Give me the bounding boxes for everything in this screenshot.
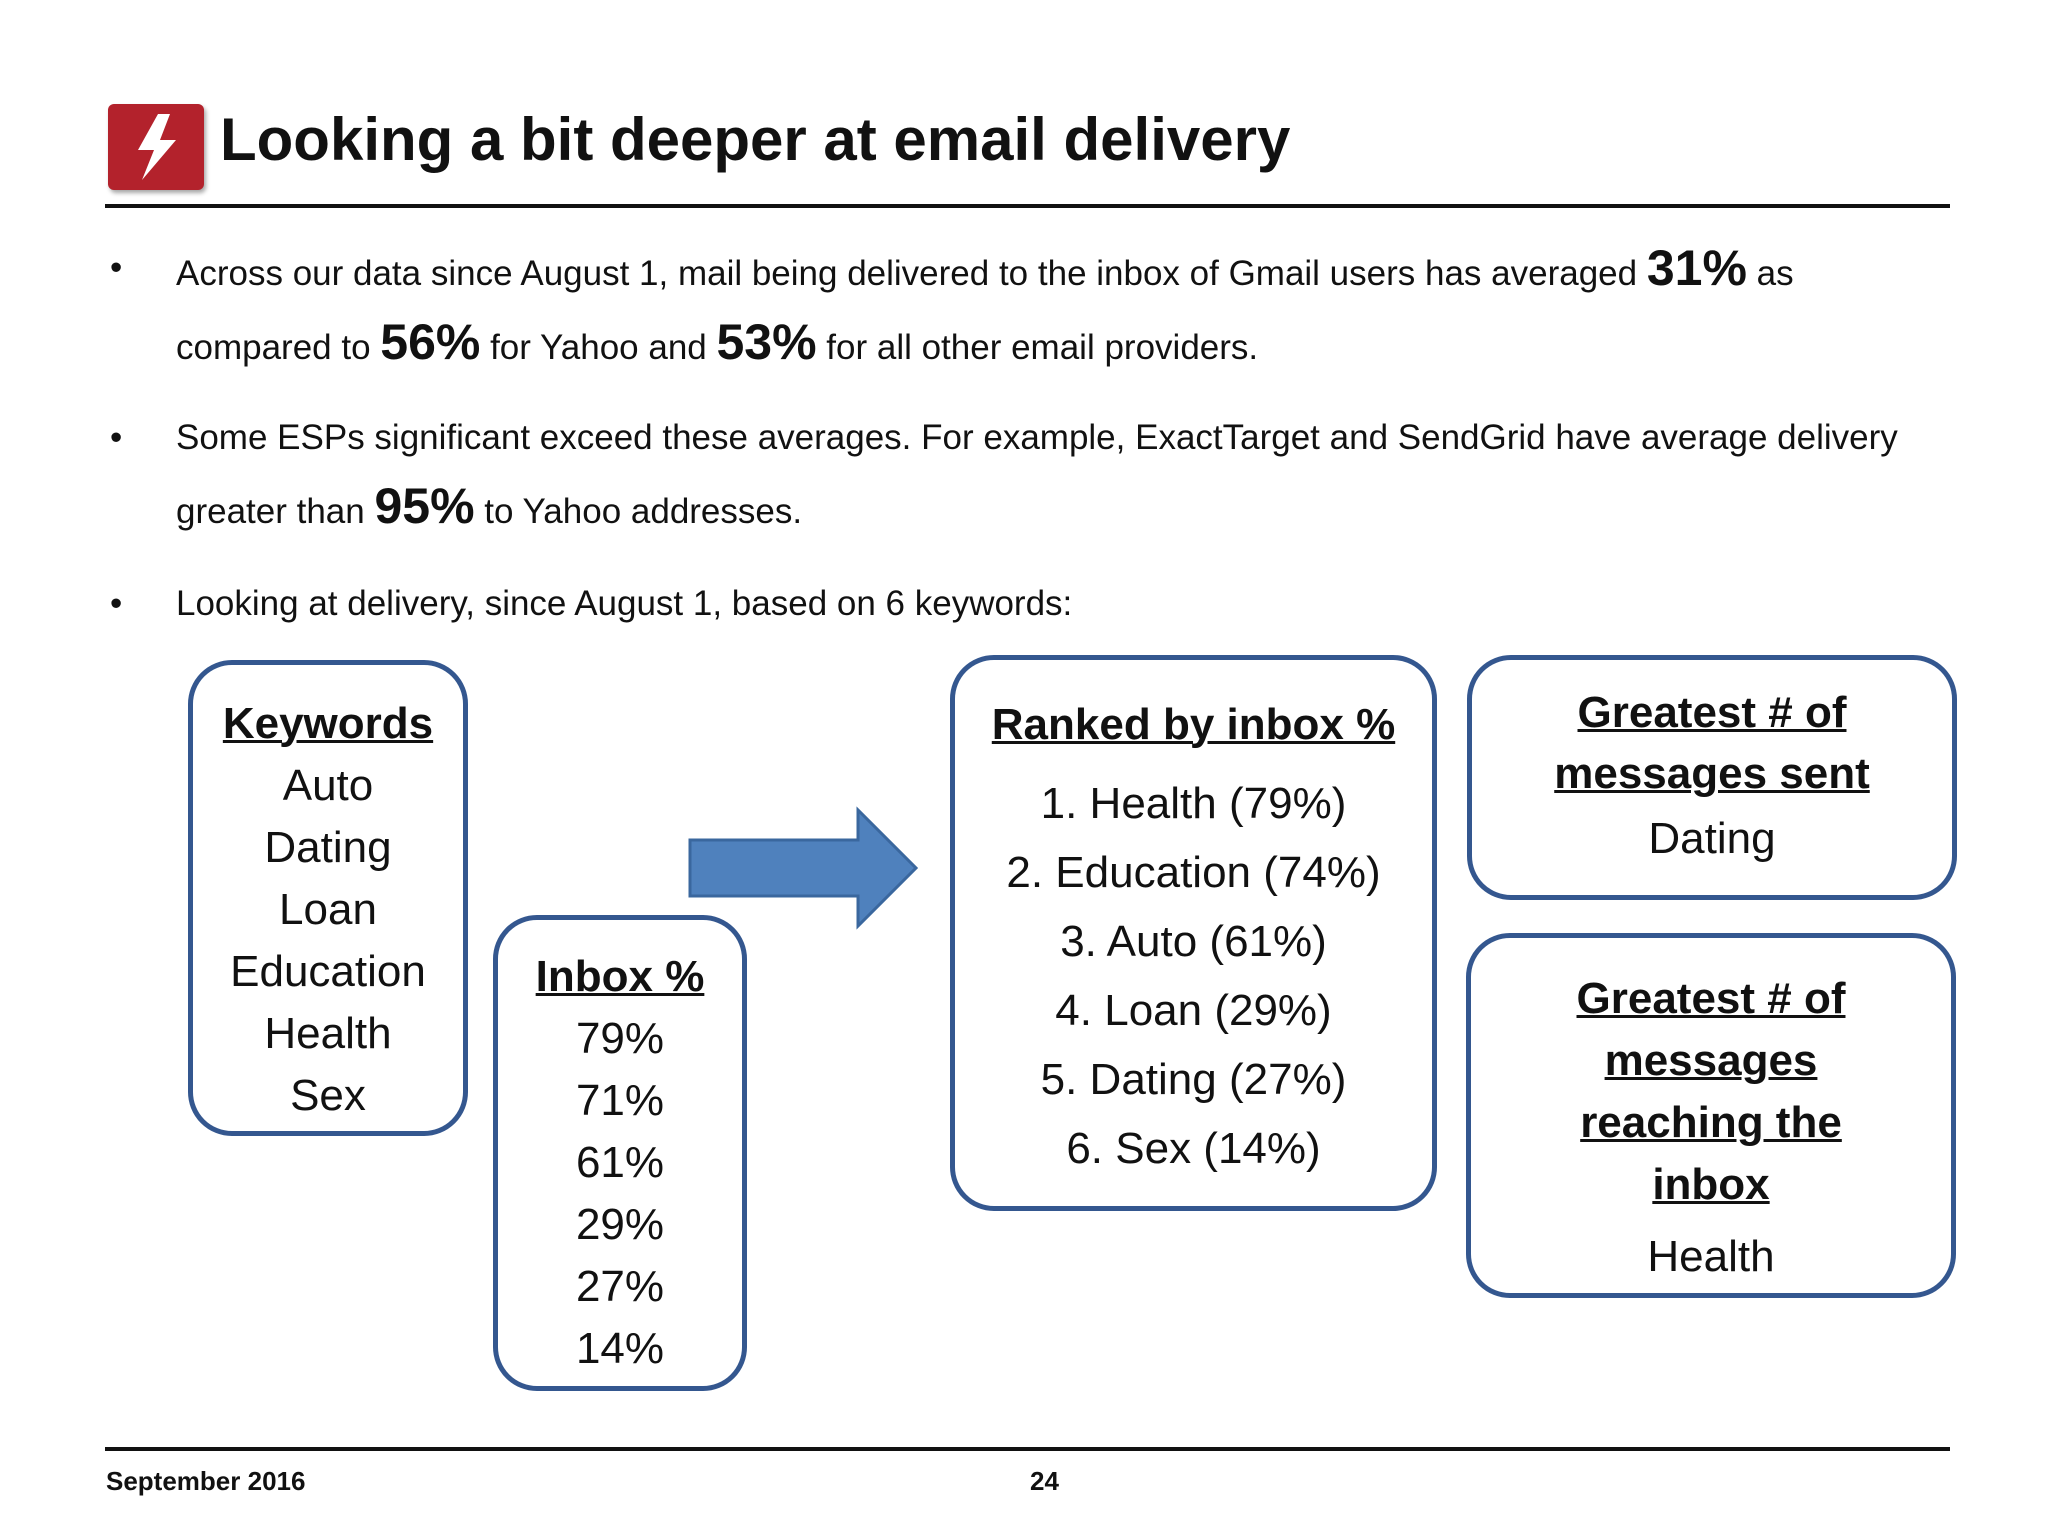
header-divider xyxy=(105,204,1950,208)
ranked-item: 5. Dating (27%) xyxy=(1040,1055,1347,1104)
bullet-keywords-intro: • Looking at delivery, since August 1, b… xyxy=(104,570,1924,638)
bullet-text: to Yahoo addresses. xyxy=(474,492,803,531)
most-sent-header-line: messages sent xyxy=(1554,749,1870,798)
most-inbox-header-line: reaching the xyxy=(1580,1098,1842,1147)
most-messages-inbox-box: Greatest # of messages reaching the inbo… xyxy=(1466,933,1956,1298)
bullet-gmail-averages: • Across our data since August 1, mail b… xyxy=(104,234,1924,382)
keyword-item: Auto xyxy=(282,761,374,810)
right-arrow-icon xyxy=(688,806,919,930)
stat-other: 53% xyxy=(716,314,817,370)
most-messages-sent-box: Greatest # of messages sent Dating xyxy=(1467,655,1957,900)
most-inbox-header-line: messages xyxy=(1604,1036,1818,1085)
inbox-percent-item: 29% xyxy=(575,1200,665,1249)
ranked-by-inbox-box: Ranked by inbox % 1. Health (79%) 2. Edu… xyxy=(950,655,1437,1211)
stat-gmail: 31% xyxy=(1646,240,1747,296)
bullet-text: as compared to xyxy=(176,254,1794,367)
keyword-item: Education xyxy=(230,947,426,996)
bullet-text: for all other email providers. xyxy=(816,328,1259,367)
most-sent-header-line: Greatest # of xyxy=(1577,688,1847,737)
bullet-dot: • xyxy=(110,418,123,457)
ranked-item: 2. Education (74%) xyxy=(1006,848,1381,897)
bullet-text: Across our data since August 1, mail bei… xyxy=(176,254,1647,293)
ranked-item: 3. Auto (61%) xyxy=(1060,917,1327,966)
footer-divider xyxy=(105,1447,1950,1451)
most-inbox-header-line: Greatest # of xyxy=(1576,974,1846,1023)
footer-date: September 2016 xyxy=(106,1466,306,1496)
keyword-item: Sex xyxy=(290,1071,366,1120)
page-title: Looking a bit deeper at email delivery xyxy=(220,106,1291,173)
logo xyxy=(108,104,204,190)
keyword-item: Health xyxy=(264,1009,392,1058)
inbox-percent-item: 27% xyxy=(575,1262,665,1311)
inbox-percent-item: 61% xyxy=(575,1138,665,1187)
bullet-text: Some ESPs significant exceed these avera… xyxy=(176,418,1898,531)
most-inbox-header-line: inbox xyxy=(1652,1160,1770,1209)
most-inbox-value: Health xyxy=(1647,1232,1775,1281)
ranked-item: 6. Sex (14%) xyxy=(1066,1124,1321,1173)
inbox-percent-item: 71% xyxy=(575,1076,665,1125)
stat-esp-yahoo: 95% xyxy=(374,478,475,534)
ranked-header: Ranked by inbox % xyxy=(991,700,1396,749)
bullet-text: Looking at delivery, since August 1, bas… xyxy=(176,584,1073,623)
bullet-text: for Yahoo and xyxy=(480,328,717,367)
stat-yahoo: 56% xyxy=(380,314,481,370)
most-sent-value: Dating xyxy=(1648,814,1776,863)
keyword-item: Loan xyxy=(279,885,377,934)
bullet-esp-averages: • Some ESPs significant exceed these ave… xyxy=(104,404,1924,546)
keywords-box: Keywords Auto Dating Loan Education Heal… xyxy=(188,660,468,1136)
inbox-percent-header: Inbox % xyxy=(535,952,705,1001)
ranked-item: 1. Health (79%) xyxy=(1040,779,1347,828)
bullet-dot: • xyxy=(110,248,123,287)
inbox-percent-item: 14% xyxy=(575,1324,665,1373)
inbox-percent-box: Inbox % 79% 71% 61% 29% 27% 14% xyxy=(493,915,747,1391)
ranked-item: 4. Loan (29%) xyxy=(1055,986,1332,1035)
keyword-item: Dating xyxy=(264,823,392,872)
bullet-dot: • xyxy=(110,584,123,623)
page-number: 24 xyxy=(1030,1466,1059,1496)
keywords-header: Keywords xyxy=(222,699,434,748)
lightning-bolt-icon xyxy=(138,114,176,180)
inbox-percent-item: 79% xyxy=(575,1014,665,1063)
